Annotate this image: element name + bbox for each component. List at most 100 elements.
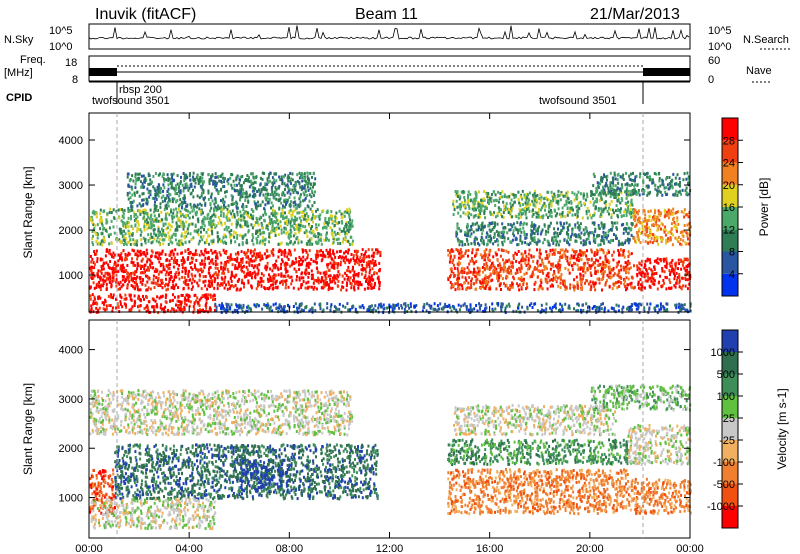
data-cell xyxy=(466,271,469,275)
data-cell xyxy=(139,180,142,184)
data-cell xyxy=(554,277,556,281)
data-cell xyxy=(239,214,242,218)
data-cell xyxy=(622,214,625,218)
data-cell xyxy=(352,279,354,283)
data-cell xyxy=(190,287,193,291)
data-cell xyxy=(216,287,219,291)
data-cell xyxy=(627,277,630,281)
data-cell xyxy=(123,243,125,246)
data-cell xyxy=(166,211,169,215)
data-cell xyxy=(273,196,276,200)
data-cell xyxy=(162,229,165,232)
data-cell xyxy=(120,285,123,289)
data-cell xyxy=(281,182,284,186)
data-cell xyxy=(150,232,152,236)
data-cell xyxy=(183,276,186,280)
data-cell xyxy=(325,233,328,237)
data-cell xyxy=(214,249,217,253)
data-cell xyxy=(208,182,211,186)
data-cell xyxy=(484,205,487,209)
data-cell xyxy=(107,294,110,298)
data-cell xyxy=(485,243,488,247)
data-cell xyxy=(150,223,153,227)
data-cell xyxy=(452,249,455,253)
data-cell xyxy=(181,294,184,297)
data-cell xyxy=(494,251,497,255)
data-cell xyxy=(212,179,215,183)
data-cell xyxy=(211,229,213,233)
data-cell xyxy=(110,211,113,214)
data-cell xyxy=(128,221,131,225)
data-cell xyxy=(151,240,154,244)
data-cell xyxy=(184,266,187,270)
data-cell xyxy=(329,278,332,281)
data-cell xyxy=(606,279,608,283)
data-cell xyxy=(285,242,288,246)
data-cell xyxy=(127,272,129,276)
data-cell xyxy=(461,243,464,247)
data-cell xyxy=(231,263,234,267)
data-cell xyxy=(184,240,187,244)
data-cell xyxy=(220,174,223,178)
data-cell xyxy=(590,287,592,291)
data-cell xyxy=(356,261,359,265)
data-cell xyxy=(272,253,275,257)
data-cell xyxy=(97,308,99,312)
data-cell xyxy=(263,218,266,222)
data-cell xyxy=(137,178,140,182)
data-cell xyxy=(141,279,144,283)
data-cell xyxy=(377,250,380,254)
data-cell xyxy=(266,255,269,259)
data-cell xyxy=(193,302,196,306)
data-cell xyxy=(461,266,464,270)
data-cell xyxy=(186,231,189,235)
data-cell xyxy=(293,222,296,225)
data-cell xyxy=(232,179,235,183)
data-cell xyxy=(344,261,347,265)
data-cell xyxy=(164,296,167,300)
data-cell xyxy=(532,202,535,206)
data-cell xyxy=(351,239,354,243)
data-cell xyxy=(156,279,159,283)
data-cell xyxy=(283,175,285,179)
data-cell xyxy=(352,274,355,278)
data-cell xyxy=(364,252,366,256)
data-cell xyxy=(131,187,134,191)
data-cell xyxy=(478,273,481,277)
data-cell xyxy=(450,248,453,252)
data-cell xyxy=(573,233,576,237)
data-cell xyxy=(509,228,512,232)
data-cell xyxy=(305,268,308,272)
data-cell xyxy=(604,206,607,210)
data-cell xyxy=(346,223,349,227)
data-cell xyxy=(474,287,477,291)
data-cell xyxy=(154,200,156,204)
data-cell xyxy=(245,260,248,264)
data-cell xyxy=(179,181,182,185)
data-cell xyxy=(571,264,574,268)
data-cell xyxy=(334,276,337,280)
data-cell xyxy=(372,255,375,258)
data-cell xyxy=(493,190,495,194)
data-cell xyxy=(588,240,591,244)
data-cell xyxy=(157,183,160,187)
data-cell xyxy=(178,263,181,267)
data-cell xyxy=(200,309,203,313)
data-cell xyxy=(361,248,364,252)
data-cell xyxy=(599,256,602,260)
data-cell xyxy=(323,238,326,242)
data-cell xyxy=(306,185,309,189)
data-cell xyxy=(256,218,258,222)
data-cell xyxy=(626,232,629,236)
data-cell xyxy=(479,281,482,285)
data-cell xyxy=(117,287,120,291)
data-cell xyxy=(149,215,152,219)
data-cell xyxy=(170,236,173,240)
data-cell xyxy=(548,271,551,275)
data-cell xyxy=(173,215,176,219)
data-cell xyxy=(627,259,630,263)
data-cell xyxy=(168,177,171,181)
data-cell xyxy=(92,223,95,226)
data-cell xyxy=(464,276,467,280)
data-cell xyxy=(298,263,300,267)
